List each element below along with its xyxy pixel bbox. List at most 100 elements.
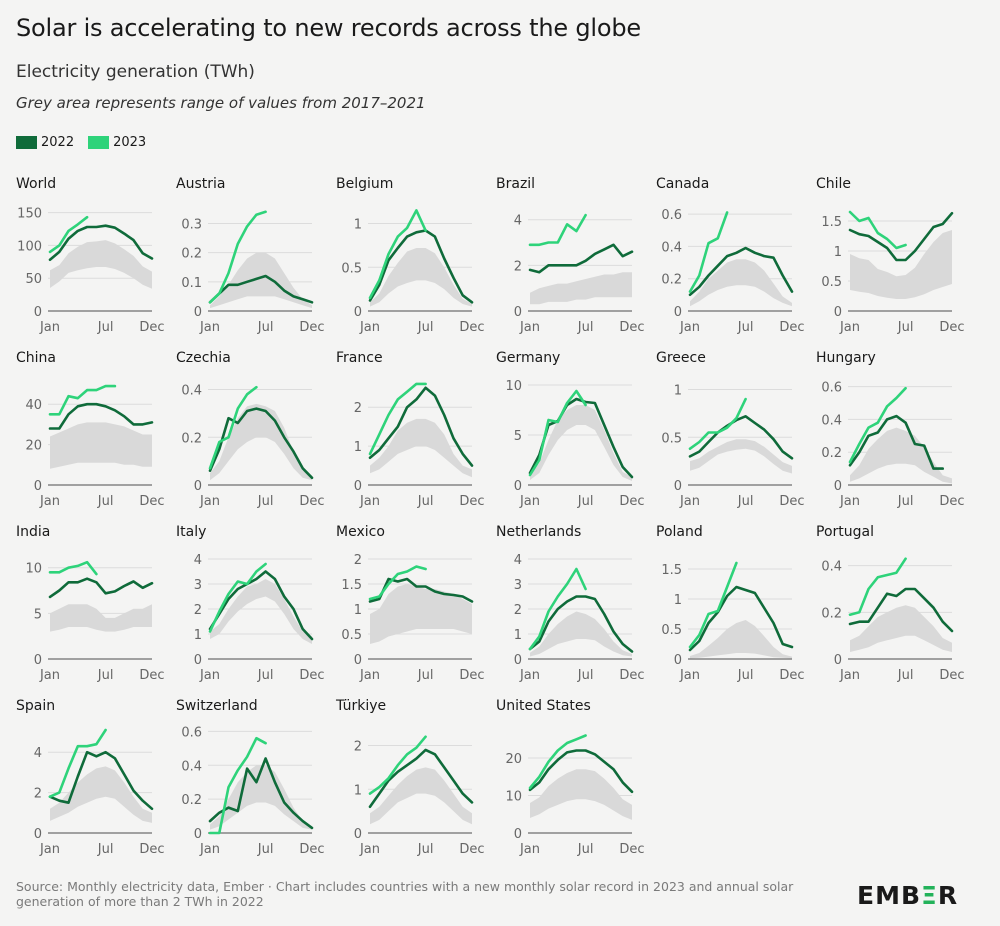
panel-title-spain: Spain: [16, 698, 55, 714]
x-tick-label: Dec: [779, 668, 804, 683]
y-tick-label: 40: [25, 398, 42, 413]
x-tick-label: Jul: [577, 668, 594, 683]
panel-turkiye: Türkiye 0 1 2 Jan Jul Dec: [335, 698, 485, 857]
x-tick-label: Jan: [679, 494, 700, 509]
y-tick-label: 0: [34, 305, 42, 320]
y-tick-label: 2: [514, 603, 522, 618]
series-2022-line: [48, 224, 154, 262]
panel-france: France 0 1 2 Jan Jul Dec: [336, 350, 485, 509]
range-band-2017-2021: [50, 240, 152, 289]
y-tick-label: 0.5: [821, 275, 842, 290]
x-tick-label: Jan: [39, 842, 60, 857]
series-2023-line: [848, 386, 907, 464]
panel-title-chile: Chile: [816, 176, 851, 192]
panel-spain: Spain 0 2 4 Jan Jul Dec: [16, 698, 165, 857]
legend-swatch-2023: [88, 136, 110, 149]
range-band-2017-2021: [530, 405, 632, 481]
series-2023-line: [208, 210, 267, 304]
x-tick-label: Dec: [139, 494, 164, 509]
x-tick-label: Jul: [97, 320, 114, 335]
x-tick-label: Dec: [299, 668, 324, 683]
y-tick-label: 1: [834, 245, 842, 260]
y-tick-label: 20: [505, 752, 522, 767]
series-2023-line: [368, 735, 427, 795]
y-tick-label: 1: [194, 628, 202, 643]
panel-title-china: China: [16, 350, 56, 366]
panel-title-brazil: Brazil: [496, 176, 535, 192]
series-2022-line: [688, 246, 794, 297]
y-tick-label: 0.6: [821, 381, 842, 396]
y-tick-label: 0: [674, 305, 682, 320]
source-note: Source: Monthly electricity data, Ember …: [16, 879, 794, 909]
series-2022-line: [368, 386, 474, 467]
x-tick-label: Dec: [459, 668, 484, 683]
x-tick-label: Dec: [299, 320, 324, 335]
y-tick-label: 10: [25, 562, 42, 577]
y-tick-label: 1: [354, 218, 362, 233]
panel-portugal: Portugal 0 0.2 0.4 Jan Jul Dec: [816, 524, 965, 683]
panel-china: China 0 20 40 Jan Jul Dec: [16, 350, 165, 509]
y-tick-label: 0.4: [181, 384, 202, 399]
panel-title-germany: Germany: [496, 350, 560, 366]
x-tick-label: Jan: [839, 668, 860, 683]
y-tick-label: 50: [25, 272, 42, 287]
range-band-2017-2021: [850, 605, 952, 652]
x-tick-label: Jan: [679, 320, 700, 335]
range-band-2017-2021: [370, 584, 472, 644]
x-tick-label: Dec: [139, 320, 164, 335]
x-tick-label: Jul: [257, 842, 274, 857]
y-tick-label: 1.5: [661, 563, 682, 578]
x-tick-label: Jul: [737, 320, 754, 335]
x-tick-label: Dec: [939, 494, 964, 509]
x-tick-label: Jan: [519, 494, 540, 509]
ember-logo: EMBΞR: [857, 881, 958, 910]
y-tick-label: 1: [354, 440, 362, 455]
y-tick-label: 0: [194, 827, 202, 842]
series-2022-line: [368, 748, 474, 809]
legend-item-2023: 2023: [88, 135, 146, 150]
y-tick-label: 5: [514, 429, 522, 444]
x-tick-label: Dec: [139, 668, 164, 683]
y-tick-label: 0: [354, 653, 362, 668]
y-tick-label: 0: [34, 479, 42, 494]
x-tick-label: Jul: [417, 320, 434, 335]
y-tick-label: 0: [674, 653, 682, 668]
y-tick-label: 0.2: [821, 446, 842, 461]
x-tick-label: Dec: [619, 320, 644, 335]
x-tick-label: Jan: [519, 668, 540, 683]
series-2022-line: [528, 595, 634, 653]
legend-item-2022: 2022: [16, 135, 74, 150]
x-tick-label: Jan: [39, 494, 60, 509]
range-band-2017-2021: [690, 620, 792, 659]
x-tick-label: Jan: [359, 320, 380, 335]
range-band-2017-2021: [530, 272, 632, 305]
panel-netherlands: Netherlands 0 1 2 3 4 Jan Jul Dec: [496, 524, 645, 683]
x-tick-label: Jan: [679, 668, 700, 683]
y-tick-label: 4: [34, 746, 42, 761]
y-tick-label: 0.4: [181, 759, 202, 774]
x-tick-label: Jul: [97, 494, 114, 509]
logo-part-1: EMB: [857, 881, 922, 910]
x-tick-label: Jul: [97, 668, 114, 683]
range-band-2017-2021: [530, 611, 632, 657]
y-tick-label: 2: [34, 787, 42, 802]
series-2022-line: [848, 211, 954, 262]
panel-title-belgium: Belgium: [336, 176, 393, 192]
x-tick-label: Dec: [939, 668, 964, 683]
x-tick-label: Jan: [359, 842, 380, 857]
x-tick-label: Jan: [359, 494, 380, 509]
range-band-2017-2021: [50, 422, 152, 469]
panel-mexico: Mexico 0 0.5 1 1.5 2 Jan Jul Dec: [336, 524, 485, 683]
series-2023-line: [688, 397, 747, 450]
legend-label-2022: 2022: [41, 135, 75, 150]
series-2022-line: [208, 570, 314, 641]
panel-title-czechia: Czechia: [176, 350, 231, 366]
x-tick-label: Dec: [139, 842, 164, 857]
y-tick-label: 2: [194, 603, 202, 618]
range-band-2017-2021: [690, 439, 792, 474]
panel-title-greece: Greece: [656, 350, 706, 366]
series-2023-line: [528, 567, 587, 651]
range-band-2017-2021: [690, 259, 792, 307]
x-tick-label: Jan: [839, 494, 860, 509]
y-tick-label: 4: [514, 553, 522, 568]
